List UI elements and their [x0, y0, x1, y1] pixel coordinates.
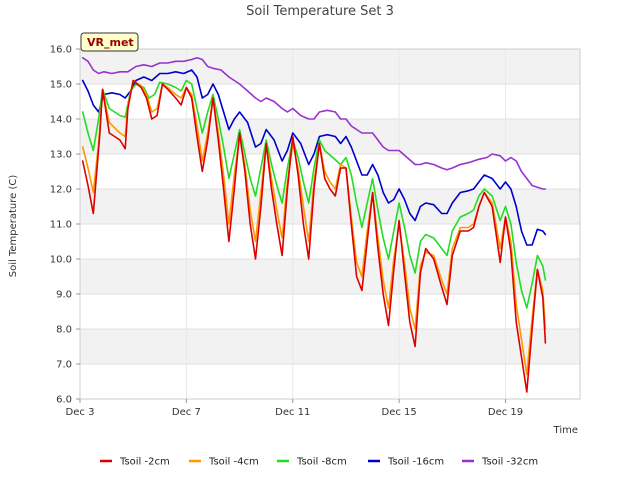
- x-tick-label: Dec 3: [66, 407, 95, 418]
- legend-item: Tsoil -2cm: [100, 457, 170, 468]
- y-axis: 6.0 7.0 8.0 9.0 10.0 11.0 12.0 13.0 14.0 15.0 16.0: [50, 45, 80, 406]
- series-line-tsoil-16cm: [81, 69, 547, 246]
- x-tick-label: Dec 15: [382, 407, 417, 418]
- series-line-tsoil-2cm: [81, 79, 547, 393]
- y-tick-label: 7.0: [56, 360, 72, 371]
- badge-box: [80, 32, 139, 52]
- legend-item: Tsoil -8cm: [277, 457, 347, 468]
- legend: Tsoil -2cm Tsoil -4cm Tsoil -8cm Tsoil -16c…: [100, 457, 538, 468]
- plot-band: [80, 224, 580, 259]
- legend-label: Tsoil -32cm: [481, 457, 538, 468]
- legend-label: Tsoil -8cm: [296, 457, 347, 468]
- badge-label: VR_met: [87, 36, 134, 49]
- legend-label: Tsoil -2cm: [119, 457, 170, 468]
- plot-band: [80, 329, 580, 364]
- plot-band: [80, 259, 580, 294]
- y-tick-label: 16.0: [50, 45, 72, 56]
- chart-title: Soil Temperature Set 3: [246, 4, 394, 19]
- y-tick-label: 8.0: [56, 325, 72, 336]
- legend-label: Tsoil -4cm: [208, 457, 259, 468]
- y-tick-label: 13.0: [50, 150, 72, 161]
- y-tick-label: 10.0: [50, 255, 72, 266]
- y-tick-label: 15.0: [50, 80, 72, 91]
- y-tick-label: 12.0: [50, 185, 72, 196]
- series-line-tsoil-32cm: [81, 57, 547, 190]
- x-axis: Dec 3 Dec 7 Dec 11 Dec 15 Dec 19: [66, 399, 523, 418]
- plot-band: [80, 189, 580, 224]
- legend-label: Tsoil -16cm: [387, 457, 444, 468]
- x-tick-label: Dec 7: [172, 407, 201, 418]
- x-tick-label: Dec 11: [275, 407, 310, 418]
- y-tick-label: 9.0: [56, 290, 72, 301]
- y-tick-label: 6.0: [56, 395, 72, 406]
- y-tick-label: 14.0: [50, 115, 72, 126]
- series-layer: [81, 57, 547, 393]
- station-badge: VR_met: [80, 32, 139, 52]
- legend-item: Tsoil -32cm: [462, 457, 538, 468]
- x-tick-label: Dec 19: [488, 407, 523, 418]
- y-tick-label: 11.0: [50, 220, 72, 231]
- legend-item: Tsoil -16cm: [368, 457, 444, 468]
- legend-item: Tsoil -4cm: [189, 457, 259, 468]
- plot-band: [80, 119, 580, 154]
- y-axis-title: Soil Temperature (C): [8, 175, 19, 278]
- plot-band: [80, 294, 580, 329]
- plot-band: [80, 84, 580, 119]
- plot-band: [80, 49, 580, 84]
- plot-band: [80, 364, 580, 399]
- series-line-tsoil-8cm: [81, 79, 547, 309]
- x-axis-title: Time: [553, 425, 578, 436]
